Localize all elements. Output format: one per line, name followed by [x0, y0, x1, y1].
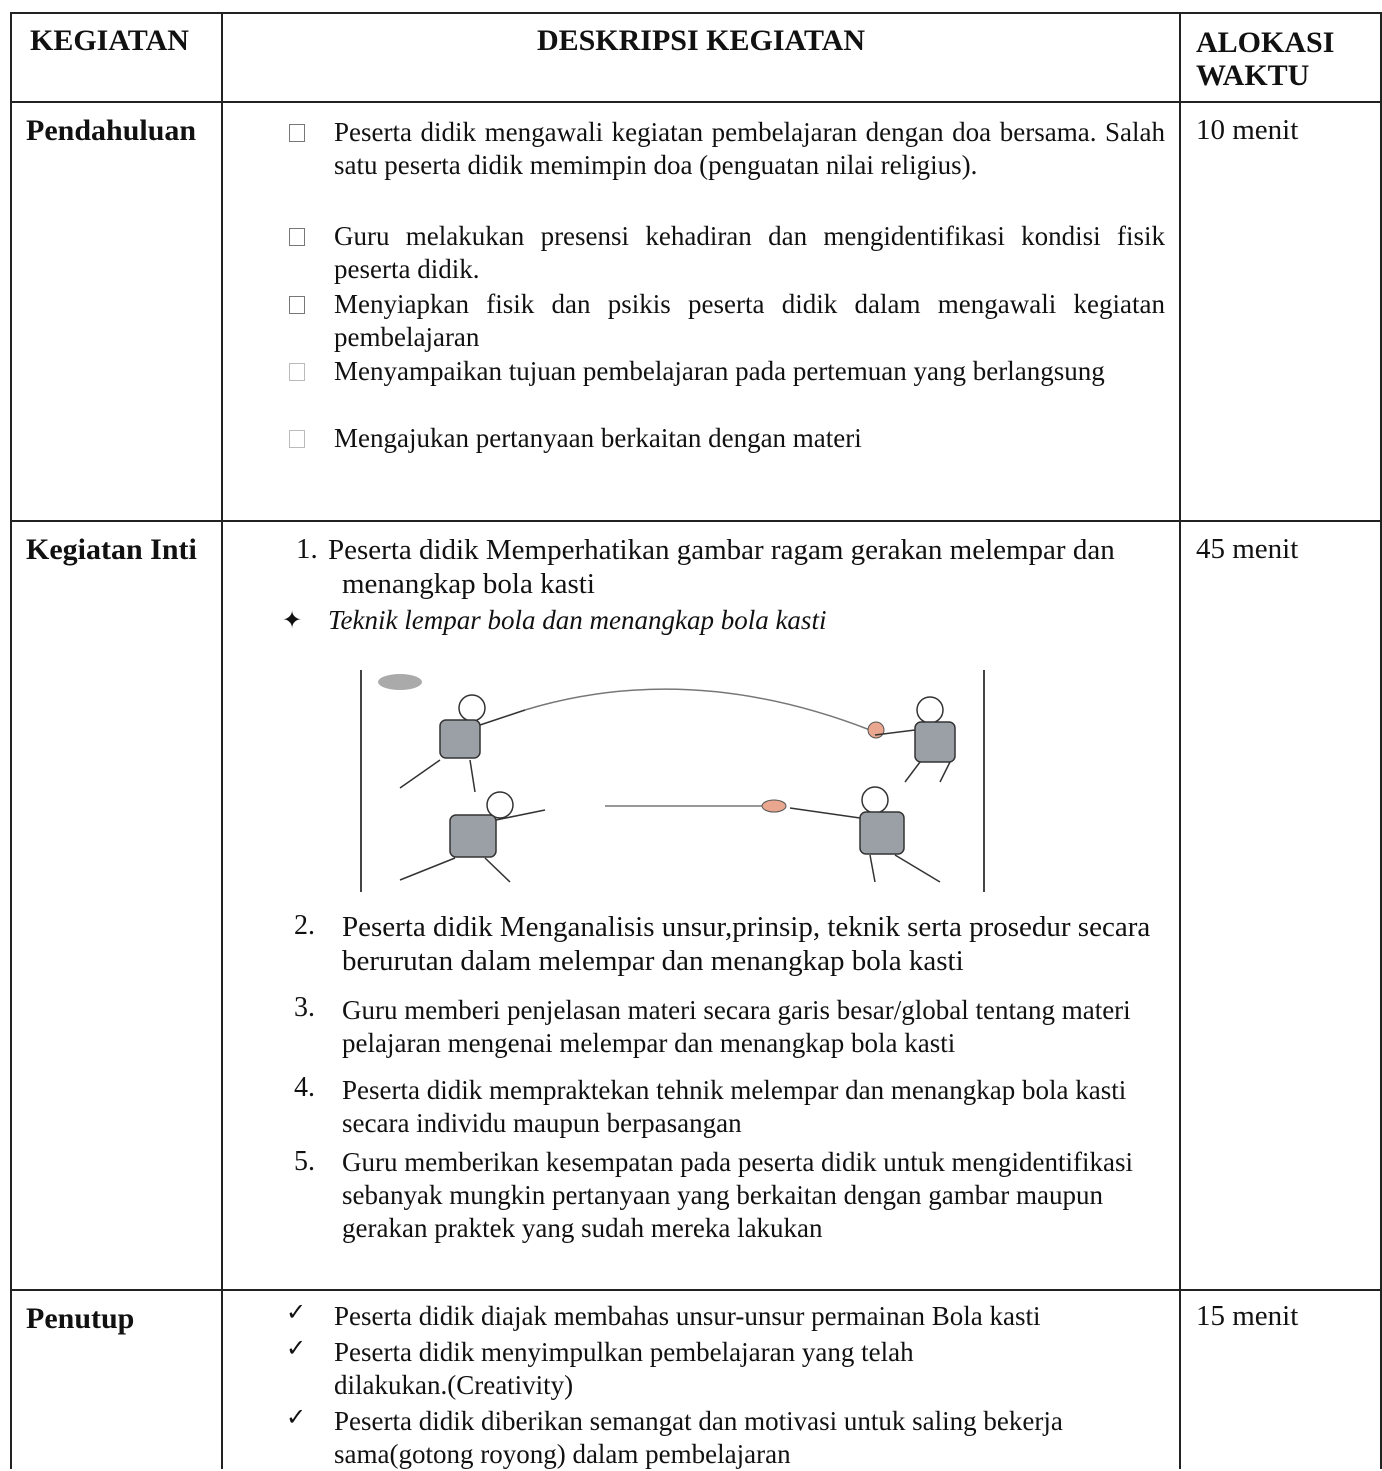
item: Peserta didik diberikan semangat dan mot… — [334, 1406, 1063, 1469]
time: 15 menit — [1196, 1300, 1299, 1332]
border — [1380, 12, 1382, 1469]
item: Peserta didik Memperhatikan gambar ragam… — [328, 533, 1148, 601]
border — [221, 12, 223, 1469]
item-text: Peserta didik Memperhatikan gambar ragam… — [328, 534, 1115, 600]
item-number: 2. — [294, 910, 315, 941]
note: Teknik lempar bola dan menangkap bola ka… — [328, 605, 827, 635]
item: Peserta didik Menganalisis unsur,prinsip… — [342, 911, 1151, 977]
header-cell: ALOKASI WAKTU — [1196, 26, 1335, 92]
time: 10 menit — [1196, 114, 1299, 146]
item-number: 5. — [294, 1146, 315, 1177]
illustration — [360, 670, 985, 892]
header-cell: KEGIATAN — [30, 24, 189, 57]
bullet-box — [289, 228, 305, 246]
activity: Penutup — [26, 1302, 135, 1335]
border — [10, 1289, 1382, 1291]
item: Menyiapkan fisik dan psikis peserta didi… — [334, 289, 1165, 352]
check-icon: ✓ — [286, 1334, 307, 1362]
item-number: 1. — [296, 533, 318, 565]
border — [10, 12, 12, 1469]
border — [10, 101, 1382, 103]
item: Peserta didik menyimpulkan pembelajaran … — [334, 1337, 914, 1400]
border — [1179, 12, 1181, 1469]
item: Guru memberikan kesempatan pada peserta … — [342, 1147, 1134, 1243]
item: Peserta didik diajak membahas unsur-unsu… — [334, 1301, 1041, 1331]
item: Menyampaikan tujuan pembelajaran pada pe… — [334, 356, 1105, 386]
activity: Kegiatan Inti — [26, 533, 197, 566]
bullet-box — [289, 430, 305, 448]
check-icon: ✓ — [286, 1403, 307, 1431]
activity: Pendahuluan — [26, 114, 197, 147]
item: Guru melakukan presensi kehadiran dan me… — [334, 221, 1165, 284]
header-cell: DESKRIPSI KEGIATAN — [536, 24, 866, 57]
item-number: 4. — [294, 1072, 315, 1103]
check-icon: ✓ — [286, 1298, 307, 1326]
item-number: 3. — [294, 992, 315, 1023]
bullet-box — [289, 296, 305, 314]
bullet-box — [289, 363, 305, 381]
bullet-box — [289, 124, 305, 142]
border — [10, 520, 1382, 522]
item: Peserta didik mengawali kegiatan pembela… — [334, 117, 1165, 180]
item: Mengajukan pertanyaan berkaitan dengan m… — [334, 423, 862, 453]
star-icon: ✦ — [282, 606, 303, 634]
item: Guru memberi penjelasan materi secara ga… — [342, 995, 1131, 1058]
item: Peserta didik mempraktekan tehnik melemp… — [342, 1075, 1127, 1138]
border — [10, 12, 1382, 14]
time: 45 menit — [1196, 533, 1299, 565]
